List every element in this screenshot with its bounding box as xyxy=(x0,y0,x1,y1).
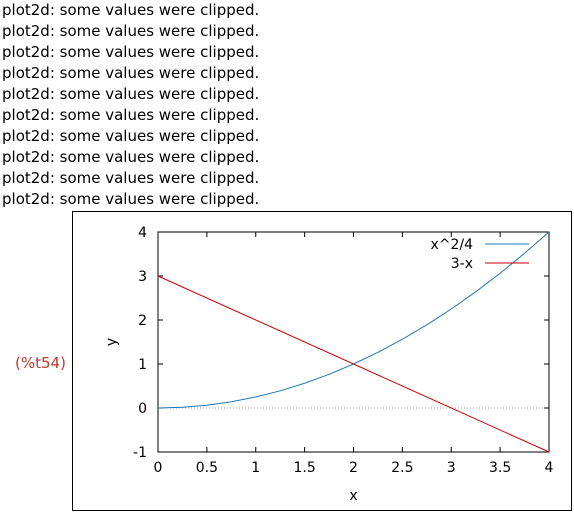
console-message: plot2d: some values were clipped. xyxy=(2,64,260,82)
x-tick-label: 1.5 xyxy=(293,460,315,476)
console-message: plot2d: some values were clipped. xyxy=(2,148,260,166)
series-line-2 xyxy=(157,275,550,453)
legend-label-1: x^2/4 xyxy=(430,237,473,253)
console-message: plot2d: some values were clipped. xyxy=(2,22,260,40)
x-axis-label: x xyxy=(349,488,357,504)
y-tick-label: 3 xyxy=(138,269,147,285)
console-messages: plot2d: some values were clipped. plot2d:… xyxy=(2,0,562,210)
series-line-1 xyxy=(157,231,550,409)
output-label: (%t54) xyxy=(15,354,66,372)
legend-label-2: 3-x xyxy=(451,256,473,272)
y-tick-label: 2 xyxy=(138,313,147,329)
y-tick-label: 0 xyxy=(138,401,147,417)
x-tick-label: 2.5 xyxy=(391,460,413,476)
x-tick-label: 2 xyxy=(349,460,358,476)
y-tick-label: 1 xyxy=(138,357,147,373)
x-tick-label: 0 xyxy=(154,460,163,476)
chart: 0 0.5 1 1.5 2 2.5 3 3.5 4 -1 0 1 2 3 4 x y x^2/4 3-x xyxy=(104,225,554,504)
console-message: plot2d: some values were clipped. xyxy=(2,43,260,61)
y-tick-label: -1 xyxy=(133,445,147,461)
plot-area-border xyxy=(157,231,550,453)
console-message: plot2d: some values were clipped. xyxy=(2,106,260,124)
x-tick-label: 1 xyxy=(251,460,260,476)
x-tick-label: 0.5 xyxy=(196,460,218,476)
console-message: plot2d: some values were clipped. xyxy=(2,190,260,208)
y-tick-label: 4 xyxy=(138,225,147,241)
x-tick-label: 3 xyxy=(447,460,456,476)
x-tick-label: 4 xyxy=(545,460,554,476)
console-message: plot2d: some values were clipped. xyxy=(2,1,260,19)
console-message: plot2d: some values were clipped. xyxy=(2,169,260,187)
console-message: plot2d: some values were clipped. xyxy=(2,85,260,103)
y-axis-label: y xyxy=(104,338,120,346)
x-tick-label: 3.5 xyxy=(489,460,511,476)
plot-frame: 0 0.5 1 1.5 2 2.5 3 3.5 4 -1 0 1 2 3 4 x y x^2/4 3-x xyxy=(72,211,572,511)
console-message: plot2d: some values were clipped. xyxy=(2,127,260,145)
